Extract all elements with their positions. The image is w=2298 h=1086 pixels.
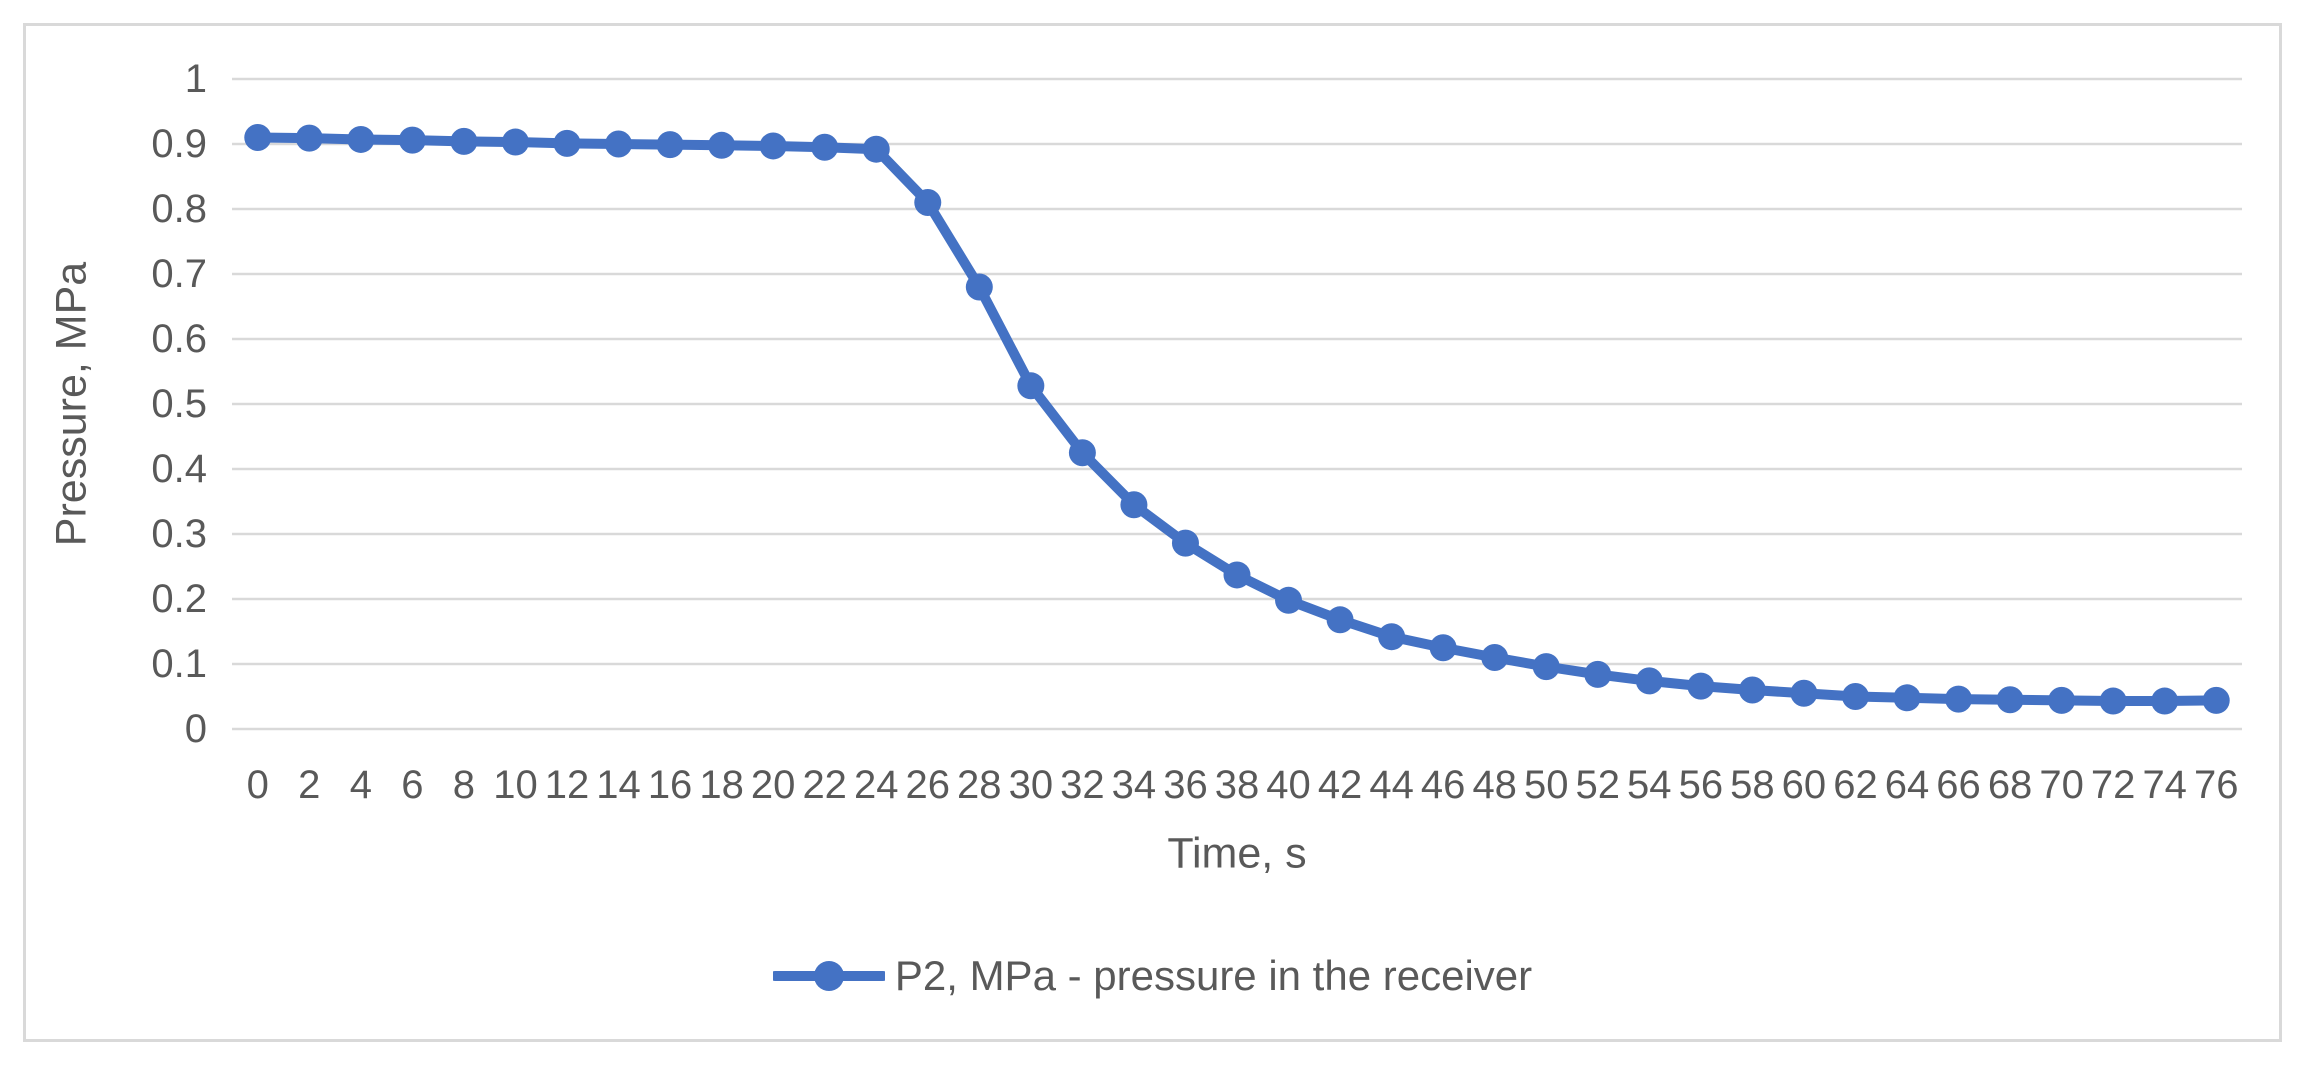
data-point-marker — [605, 130, 633, 158]
data-point-marker — [2099, 687, 2127, 715]
y-tick-label: 0.2 — [151, 577, 207, 621]
data-point-marker — [1223, 561, 1251, 589]
data-point-marker — [244, 124, 272, 151]
data-point-marker — [1738, 676, 1766, 704]
x-tick-label: 64 — [1884, 763, 1930, 807]
x-tick-label: 40 — [1266, 763, 1311, 807]
x-tick-label: 34 — [1111, 763, 1157, 807]
x-tick-label: 22 — [802, 763, 847, 807]
data-point-marker — [811, 133, 839, 161]
data-point-marker — [1790, 679, 1818, 707]
data-point-marker — [347, 125, 375, 153]
data-point-marker — [1481, 644, 1509, 671]
data-point-marker — [1532, 653, 1560, 681]
chart-border — [23, 23, 2282, 1042]
legend-line-marker-icon — [772, 961, 885, 991]
y-tick-label: 0.1 — [151, 642, 207, 686]
data-point-marker — [501, 128, 529, 156]
data-point-marker — [1068, 439, 1096, 467]
x-tick-label: 60 — [1781, 763, 1827, 807]
x-tick-label: 36 — [1163, 763, 1208, 807]
data-point-marker — [759, 132, 787, 160]
x-tick-label: 6 — [401, 763, 424, 807]
x-tick-label: 20 — [750, 763, 796, 807]
data-point-marker — [1584, 660, 1612, 688]
data-point-marker — [914, 189, 942, 216]
x-tick-label: 32 — [1060, 763, 1105, 807]
data-point-marker — [1378, 623, 1406, 651]
data-point-marker — [1687, 672, 1715, 700]
data-point-marker — [1120, 491, 1148, 519]
x-tick-label: 28 — [957, 763, 1002, 807]
x-tick-label: 50 — [1523, 763, 1569, 807]
legend: P2, MPa - pressure in the receiver — [23, 952, 2282, 1000]
data-point-marker — [656, 131, 684, 159]
y-axis-title: Pressure, MPa — [47, 261, 96, 547]
data-point-marker — [708, 131, 736, 159]
y-tick-label: 0.7 — [151, 252, 207, 296]
x-tick-label: 8 — [452, 763, 476, 807]
x-tick-label: 42 — [1317, 763, 1363, 807]
data-point-marker — [553, 129, 581, 157]
data-point-marker — [1171, 529, 1199, 557]
data-point-marker — [1893, 684, 1921, 712]
x-tick-label: 44 — [1369, 763, 1414, 807]
data-point-marker — [965, 273, 993, 301]
x-tick-label: 24 — [853, 763, 899, 807]
data-point-marker — [450, 127, 478, 155]
legend-label: P2, MPa - pressure in the receiver — [894, 952, 1533, 999]
x-tick-label: 68 — [1987, 763, 2033, 807]
y-tick-label: 0.4 — [151, 447, 207, 491]
x-tick-label: 16 — [647, 763, 693, 807]
data-point-marker — [1275, 586, 1303, 614]
x-tick-label: 74 — [2142, 763, 2187, 807]
data-point-marker — [1429, 634, 1457, 662]
x-tick-label: 70 — [2039, 763, 2084, 807]
data-point-marker — [398, 126, 426, 154]
series-line — [252, 132, 2222, 707]
x-tick-label: 26 — [905, 763, 951, 807]
x-tick-label: 14 — [596, 763, 641, 807]
x-tick-label: 48 — [1472, 763, 1517, 807]
x-tick-label: 56 — [1678, 763, 1724, 807]
y-tick-label: 0.3 — [151, 512, 207, 556]
x-tick-label: 30 — [1008, 763, 1054, 807]
y-tick-label: 1 — [184, 57, 207, 101]
x-tick-label: 62 — [1833, 763, 1878, 807]
data-point-marker — [1017, 372, 1045, 400]
data-point-marker — [1996, 686, 2024, 714]
x-tick-label: 58 — [1730, 763, 1775, 807]
data-point-marker — [862, 135, 890, 163]
y-tick-label: 0.5 — [151, 382, 207, 426]
legend-dot — [813, 961, 844, 991]
x-tick-label: 10 — [493, 763, 538, 807]
x-tick-label: 4 — [349, 763, 372, 807]
x-tick-label: 46 — [1420, 763, 1466, 807]
data-point-marker — [2202, 686, 2230, 714]
x-tick-label: 66 — [1936, 763, 1981, 807]
x-axis-title: Time, s — [1167, 829, 1307, 878]
data-point-marker — [2151, 687, 2179, 715]
x-tick-label: 72 — [2090, 763, 2136, 807]
x-tick-label: 12 — [544, 763, 590, 807]
data-point-marker — [295, 124, 323, 152]
data-point-marker — [1841, 683, 1869, 710]
data-point-marker — [1945, 685, 1973, 713]
y-tick-label: 0.9 — [151, 122, 207, 166]
x-tick-label: 0 — [246, 763, 269, 807]
data-point-marker — [1326, 606, 1354, 634]
x-tick-label: 18 — [699, 763, 744, 807]
data-point-marker — [1635, 667, 1663, 695]
data-point-marker — [2048, 686, 2076, 714]
x-tick-label: 38 — [1214, 763, 1260, 807]
y-tick-label: 0.6 — [151, 317, 207, 361]
y-tick-label: 0 — [184, 707, 207, 751]
x-tick-label: 76 — [2193, 763, 2239, 807]
x-tick-label: 2 — [298, 763, 321, 807]
x-tick-label: 52 — [1575, 763, 1621, 807]
y-tick-label: 0.8 — [151, 187, 207, 231]
x-tick-label: 54 — [1627, 763, 1672, 807]
